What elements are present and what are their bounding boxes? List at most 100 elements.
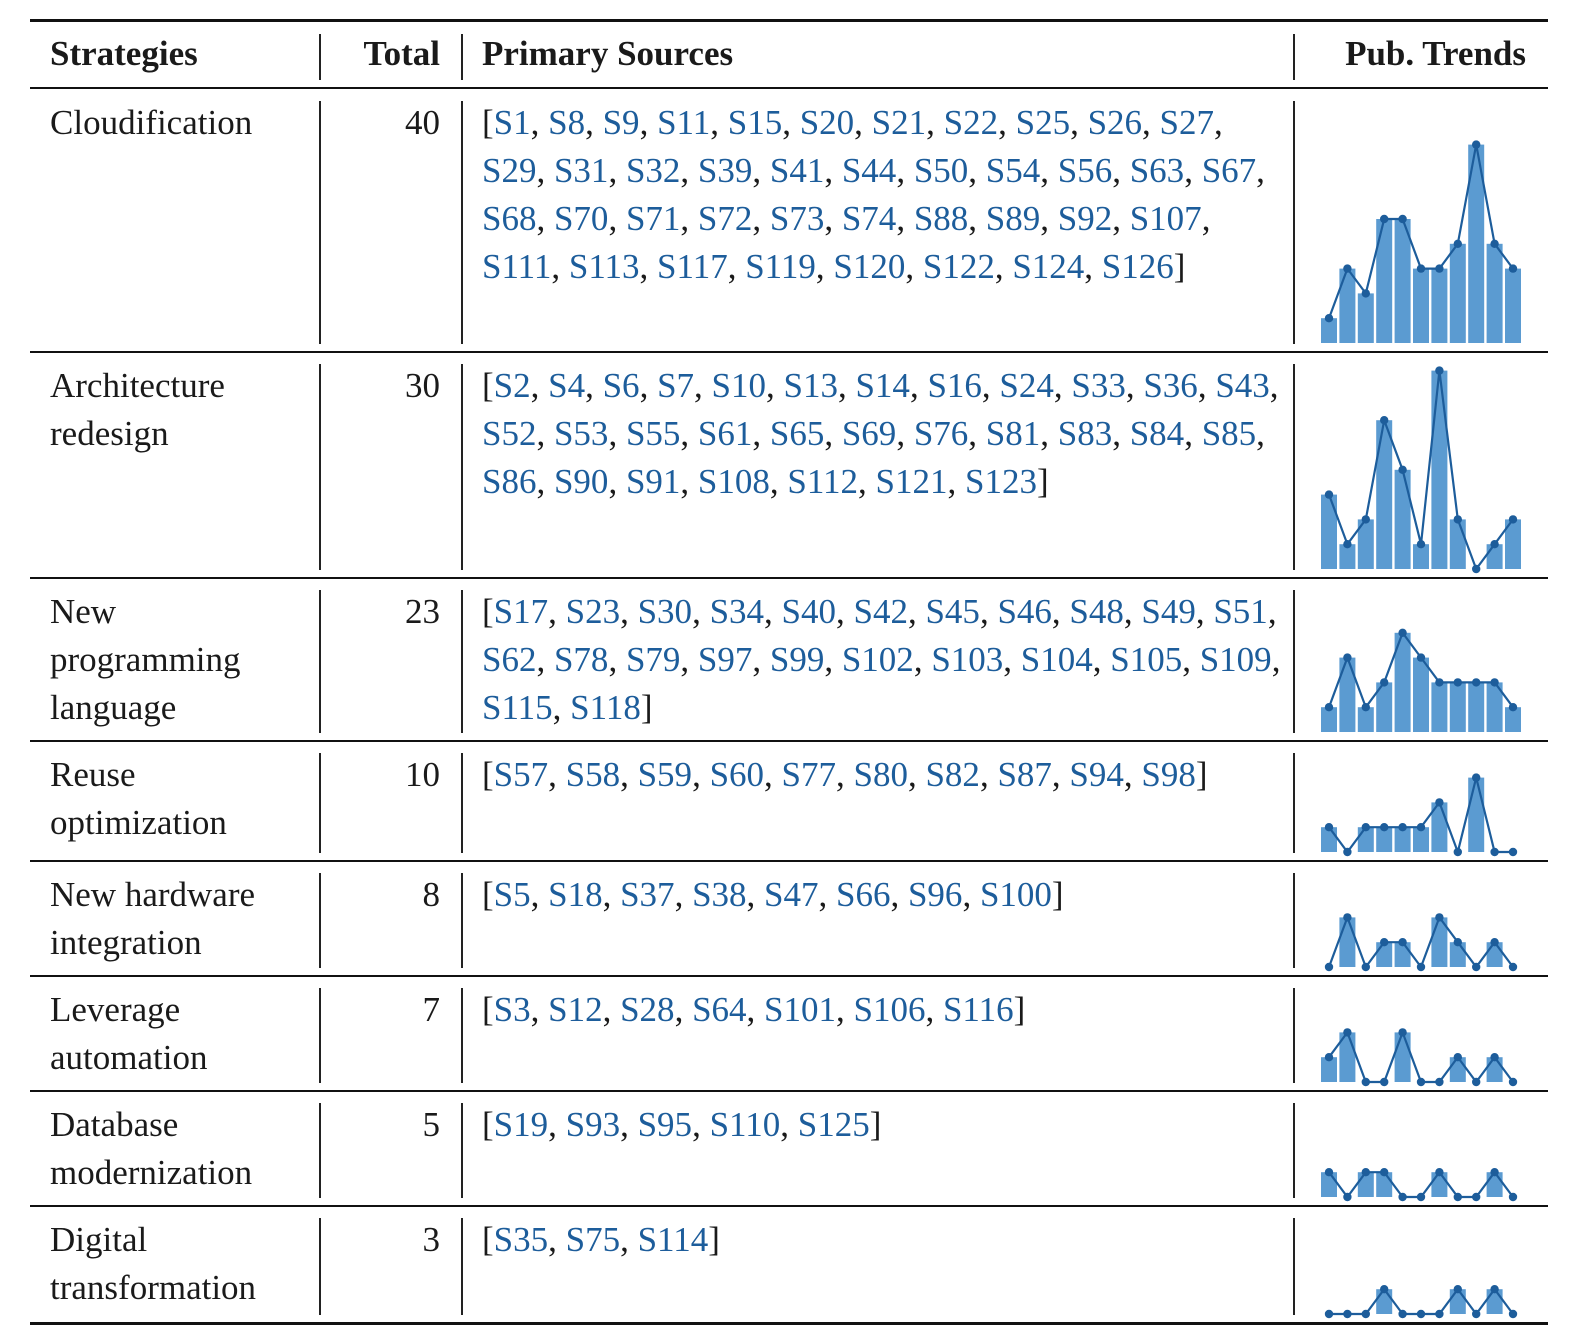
- source-ref: S18: [548, 875, 620, 914]
- trend-point: [1453, 1285, 1462, 1294]
- trend-point: [1472, 140, 1481, 149]
- trend-point: [1361, 1168, 1370, 1177]
- column-divider: [1293, 101, 1295, 344]
- trend-point: [1508, 264, 1518, 273]
- trend-point: [1435, 366, 1444, 375]
- source-list: S35S75S114: [482, 1216, 1282, 1264]
- source-ref: S56: [1058, 151, 1130, 190]
- column-divider: [461, 1103, 463, 1198]
- source-ref: S37: [620, 875, 692, 914]
- trend-point: [1398, 938, 1407, 947]
- column-divider: [1293, 1218, 1295, 1315]
- source-ref: S28: [620, 990, 692, 1029]
- source-ref: S88: [914, 199, 986, 238]
- source-ref: S52: [482, 414, 554, 453]
- source-ref: S85: [1202, 414, 1265, 453]
- source-ref: S58: [566, 755, 638, 794]
- trend-point: [1416, 823, 1426, 832]
- trend-bar: [1449, 682, 1466, 732]
- trend-point: [1343, 540, 1352, 549]
- trend-bar: [1505, 707, 1521, 732]
- column-divider: [461, 101, 463, 344]
- trend-point: [1490, 1053, 1499, 1062]
- column-divider: [461, 753, 463, 853]
- total: 30: [405, 366, 440, 405]
- trend-point: [1490, 239, 1499, 248]
- trend-point: [1416, 264, 1426, 273]
- trend-point: [1380, 214, 1389, 224]
- column-divider: [461, 364, 463, 570]
- total: 5: [422, 1105, 441, 1144]
- trend-point: [1380, 1168, 1389, 1177]
- trend-bar: [1468, 777, 1485, 852]
- source-ref: S51: [1213, 592, 1276, 631]
- source-ref: S50: [914, 151, 986, 190]
- trend-bar: [1486, 682, 1503, 732]
- source-ref: S111: [482, 247, 569, 286]
- trend-point: [1343, 1028, 1352, 1037]
- source-ref: S73: [770, 199, 842, 238]
- trend-point: [1508, 703, 1518, 712]
- column-divider: [461, 590, 463, 733]
- trend-point: [1398, 214, 1407, 224]
- trend-bar: [1431, 370, 1448, 569]
- source-ref: S102: [842, 640, 931, 679]
- source-ref: S66: [836, 875, 908, 914]
- source-ref: S25: [1016, 103, 1088, 142]
- column-divider: [319, 364, 321, 570]
- trend-point: [1508, 515, 1518, 524]
- bottom-rule: [30, 1322, 1548, 1325]
- trend-bar: [1357, 293, 1374, 343]
- source-ref: S106: [854, 990, 943, 1029]
- source-ref: S45: [925, 592, 997, 631]
- trend-point: [1472, 564, 1481, 574]
- trend-point: [1398, 465, 1407, 474]
- column-divider: [319, 101, 321, 344]
- source-ref: S83: [1058, 414, 1130, 453]
- source-ref: S43: [1215, 366, 1278, 405]
- source-ref: S99: [770, 640, 842, 679]
- trend-point: [1453, 515, 1462, 524]
- source-ref: S3: [494, 990, 548, 1029]
- source-ref: S31: [554, 151, 626, 190]
- trend-point: [1343, 913, 1352, 922]
- source-ref: S120: [833, 247, 922, 286]
- source-ref: S98: [1141, 755, 1196, 794]
- source-ref: S12: [548, 990, 620, 1029]
- trend-bar: [1321, 318, 1337, 343]
- trend-bar: [1468, 144, 1485, 343]
- trend-point: [1324, 490, 1334, 499]
- source-ref: S119: [745, 247, 833, 286]
- source-ref: S124: [1012, 247, 1101, 286]
- trend-point: [1398, 628, 1407, 637]
- trend-point: [1472, 962, 1481, 972]
- column-divider: [319, 1103, 321, 1198]
- row-rule: [30, 740, 1548, 742]
- trend-chart: [1321, 1028, 1518, 1087]
- trend-point: [1453, 938, 1462, 947]
- source-ref: S92: [1058, 199, 1130, 238]
- source-ref: S27: [1160, 103, 1223, 142]
- trend-point: [1416, 1192, 1426, 1202]
- source-ref: S105: [1110, 640, 1199, 679]
- trend-point: [1343, 653, 1352, 662]
- source-ref: S44: [842, 151, 914, 190]
- trend-point: [1435, 1077, 1444, 1087]
- source-ref: S39: [698, 151, 770, 190]
- total: 7: [422, 990, 441, 1029]
- source-ref: S13: [784, 366, 856, 405]
- source-ref: S36: [1143, 366, 1215, 405]
- row-rule: [30, 860, 1548, 862]
- trend-point: [1416, 1309, 1426, 1319]
- source-ref: S5: [494, 875, 548, 914]
- trend-point: [1380, 1077, 1389, 1087]
- trend-point: [1380, 823, 1389, 832]
- total: 3: [422, 1220, 441, 1259]
- trend-point: [1324, 1168, 1334, 1177]
- source-ref: S24: [999, 366, 1071, 405]
- strategy: Digital transformation: [50, 1220, 257, 1307]
- source-ref: S122: [923, 247, 1012, 286]
- trend-point: [1416, 962, 1426, 972]
- source-ref: S42: [854, 592, 926, 631]
